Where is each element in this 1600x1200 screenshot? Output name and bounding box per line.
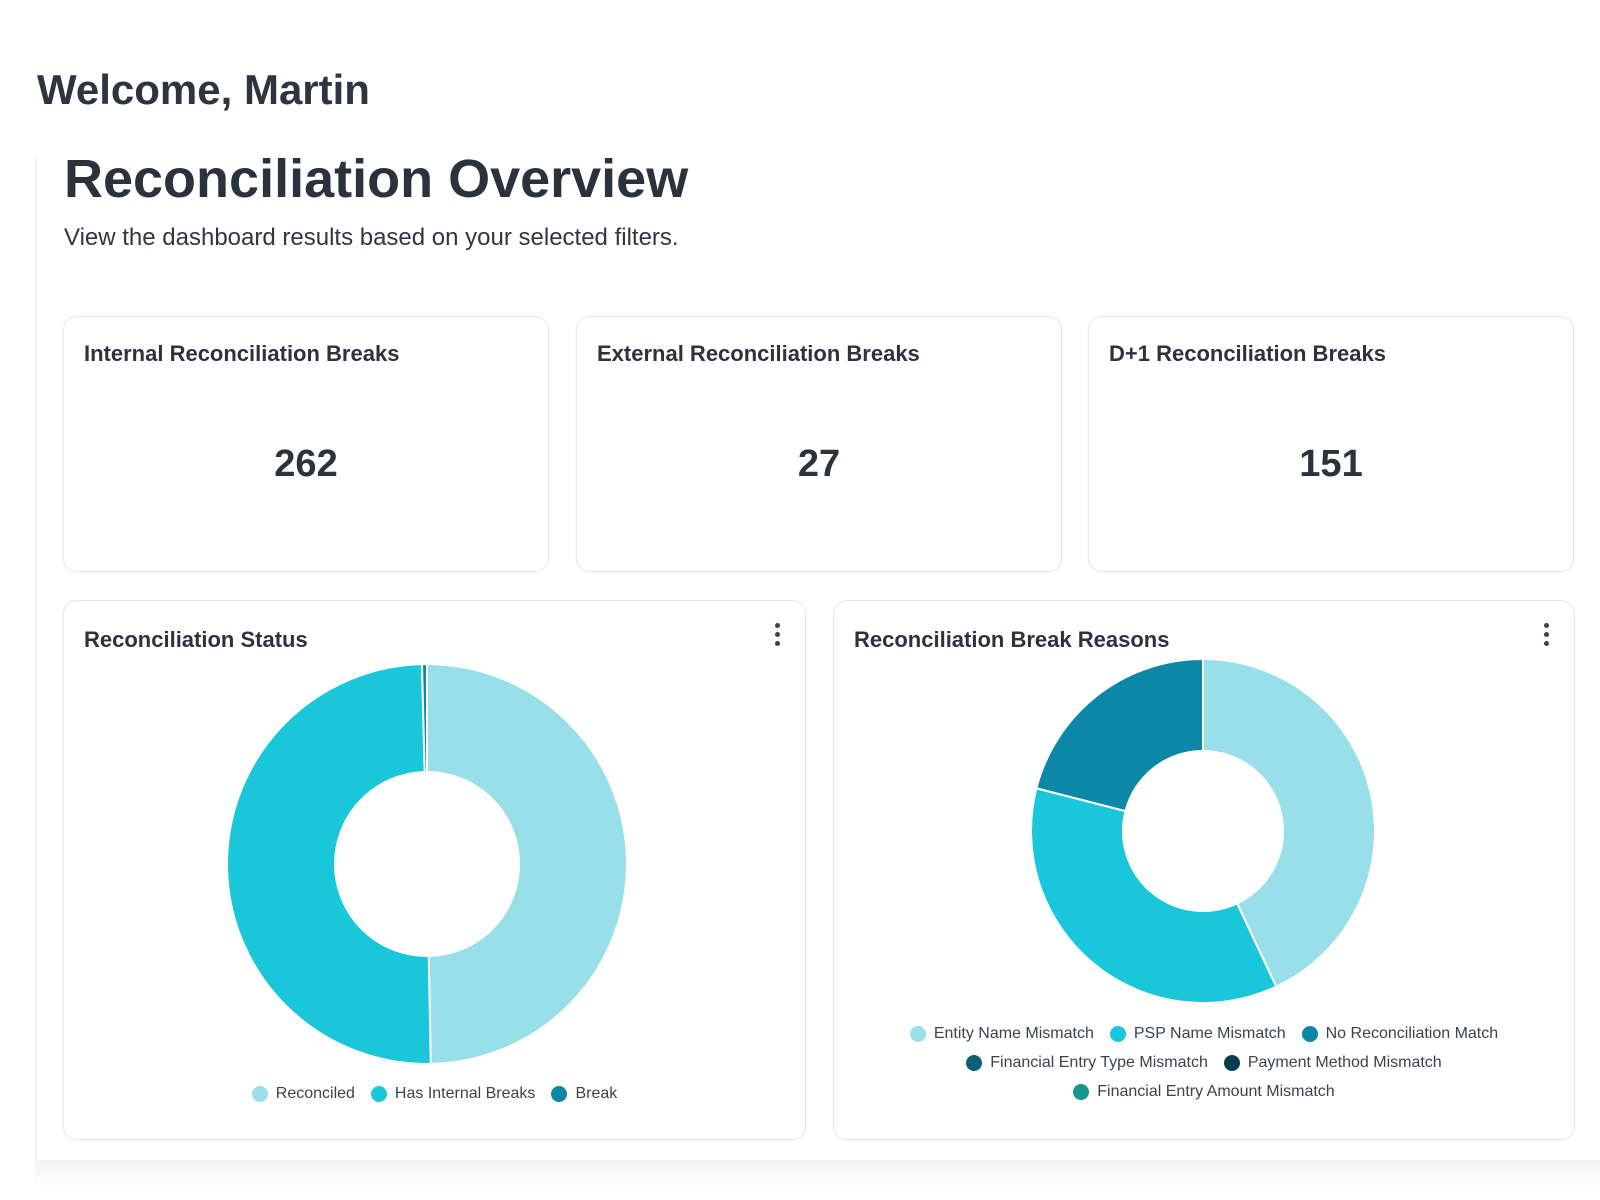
reconciliation-status-card: Reconciliation Status Reconciled Has Int…: [63, 600, 806, 1140]
page-bottom-shade: [35, 1160, 1600, 1190]
kpi-label: Internal Reconciliation Breaks: [84, 341, 400, 366]
legend-item-payment-method-mismatch[interactable]: Payment Method Mismatch: [1223, 1054, 1442, 1072]
chart-legend: Reconciled Has Internal Breaks Break: [64, 1085, 805, 1114]
legend-label: Payment Method Mismatch: [1247, 1054, 1442, 1071]
content-divider: [35, 158, 37, 1170]
welcome-heading: Welcome, Martin: [37, 66, 370, 113]
legend-dot: [1223, 1055, 1240, 1071]
page-title: Reconciliation Overview: [64, 149, 689, 209]
break-reasons-card: Reconciliation Break Reasons Entity Name…: [833, 600, 1575, 1140]
legend-dot: [966, 1055, 983, 1071]
kpi-label: External Reconciliation Breaks: [597, 341, 920, 366]
legend-item-has-internal-breaks[interactable]: Has Internal Breaks: [370, 1085, 536, 1103]
donut-slice-no-reconciliation-match[interactable]: [1035, 657, 1204, 813]
chart-title: Reconciliation Status: [84, 627, 308, 652]
donut-slice-psp-name-mismatch[interactable]: [1030, 787, 1278, 1004]
legend-item-reconciled[interactable]: Reconciled: [251, 1085, 355, 1103]
legend-label: No Reconciliation Match: [1325, 1025, 1499, 1042]
chart-legend: Entity Name Mismatch PSP Name Mismatch N…: [834, 1025, 1574, 1112]
donut-slice-has-internal-breaks[interactable]: [226, 663, 432, 1065]
legend-label: Break: [575, 1085, 618, 1102]
donut-slice-reconciled[interactable]: [426, 662, 628, 1065]
page-subtitle: View the dashboard results based on your…: [64, 224, 679, 251]
kpi-value: 262: [274, 443, 338, 485]
legend-item-financial-entry-amount-mismatch[interactable]: Financial Entry Amount Mismatch: [1073, 1083, 1335, 1101]
more-vertical-icon[interactable]: [767, 619, 787, 649]
legend-item-entity-name-mismatch[interactable]: Entity Name Mismatch: [909, 1025, 1094, 1043]
legend-dot: [1073, 1084, 1090, 1100]
kpi-value: 151: [1299, 443, 1363, 485]
legend-dot: [909, 1026, 926, 1042]
donut-slice-break[interactable]: [420, 662, 428, 774]
chart-title: Reconciliation Break Reasons: [854, 627, 1170, 652]
donut-slice-entity-name-mismatch[interactable]: [1202, 657, 1376, 988]
legend-item-psp-name-mismatch[interactable]: PSP Name Mismatch: [1109, 1025, 1286, 1043]
legend-label: PSP Name Mismatch: [1133, 1025, 1286, 1042]
legend-dot: [1109, 1026, 1126, 1042]
legend-dot: [1301, 1026, 1318, 1042]
kpi-card-d1-breaks: D+1 Reconciliation Breaks 151: [1088, 316, 1574, 572]
legend-dot: [370, 1086, 387, 1102]
legend-label: Has Internal Breaks: [394, 1085, 536, 1102]
legend-item-financial-entry-type-mismatch[interactable]: Financial Entry Type Mismatch: [966, 1054, 1208, 1072]
legend-item-no-reconciliation-match[interactable]: No Reconciliation Match: [1301, 1025, 1499, 1043]
kpi-card-internal-breaks: Internal Reconciliation Breaks 262: [63, 316, 549, 572]
legend-label: Financial Entry Type Mismatch: [990, 1054, 1208, 1071]
kpi-label: D+1 Reconciliation Breaks: [1109, 341, 1386, 366]
kpi-value: 27: [797, 443, 841, 485]
break-reasons-donut: [1030, 657, 1376, 1004]
legend-label: Entity Name Mismatch: [933, 1025, 1094, 1042]
kpi-card-external-breaks: External Reconciliation Breaks 27: [576, 316, 1062, 572]
legend-label: Financial Entry Amount Mismatch: [1097, 1083, 1335, 1100]
legend-dot: [251, 1086, 268, 1102]
reconciliation-status-donut: [226, 662, 628, 1065]
legend-item-break[interactable]: Break: [551, 1085, 617, 1103]
legend-dot: [551, 1086, 568, 1102]
legend-label: Reconciled: [275, 1085, 355, 1102]
more-vertical-icon[interactable]: [1536, 619, 1556, 649]
